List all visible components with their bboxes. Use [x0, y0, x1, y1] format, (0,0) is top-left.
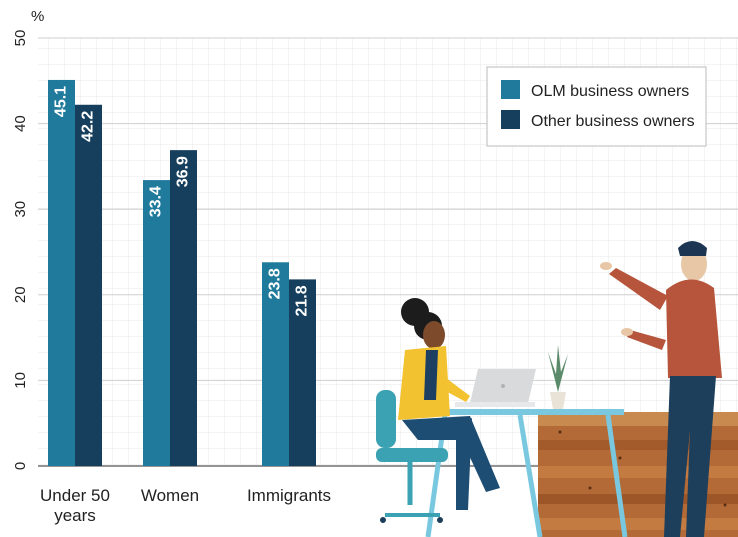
category-label: Under 50	[40, 486, 110, 505]
y-tick-label: 10	[12, 372, 29, 389]
office-workers-illustration-icon	[376, 241, 738, 537]
category-label: Immigrants	[247, 486, 331, 505]
y-tick-label: 20	[12, 286, 29, 303]
legend-swatch-olm	[501, 80, 520, 99]
bar-value-label: 36.9	[175, 156, 192, 187]
legend-swatch-other	[501, 110, 520, 129]
legend-label-olm: OLM business owners	[531, 83, 689, 100]
plant-icon	[548, 345, 568, 409]
bar	[170, 150, 197, 467]
y-axis-unit: %	[31, 8, 44, 25]
bar	[48, 79, 75, 466]
bar	[289, 279, 316, 466]
legend-box	[486, 66, 707, 147]
y-tick-labels: 0 10 20 30 40 50	[12, 30, 29, 471]
bar	[143, 180, 170, 466]
bar	[262, 262, 289, 466]
bar-value-label: 23.8	[267, 268, 284, 299]
category-label: Women	[141, 486, 199, 505]
bars: 45.1 33.4 23.8 42.2 36.9 21.8	[48, 79, 316, 467]
laptop-icon	[455, 369, 536, 407]
bar-value-label: 21.8	[294, 285, 311, 316]
y-tick-label: 40	[12, 115, 29, 132]
seated-woman-icon	[398, 298, 500, 510]
y-tick-label: 30	[12, 201, 29, 218]
legend: OLM business owners Other business owner…	[486, 66, 707, 147]
standing-man-icon	[600, 241, 722, 537]
bar-value-label: 45.1	[53, 86, 70, 117]
chair-icon	[376, 390, 448, 523]
bar-value-label: 42.2	[80, 111, 97, 142]
y-tick-label: 50	[12, 30, 29, 47]
bar	[75, 104, 102, 466]
legend-label-other: Other business owners	[531, 113, 695, 130]
bar-value-label: 33.4	[148, 186, 165, 217]
y-tick-label: 0	[12, 462, 29, 470]
category-label: years	[54, 506, 96, 525]
